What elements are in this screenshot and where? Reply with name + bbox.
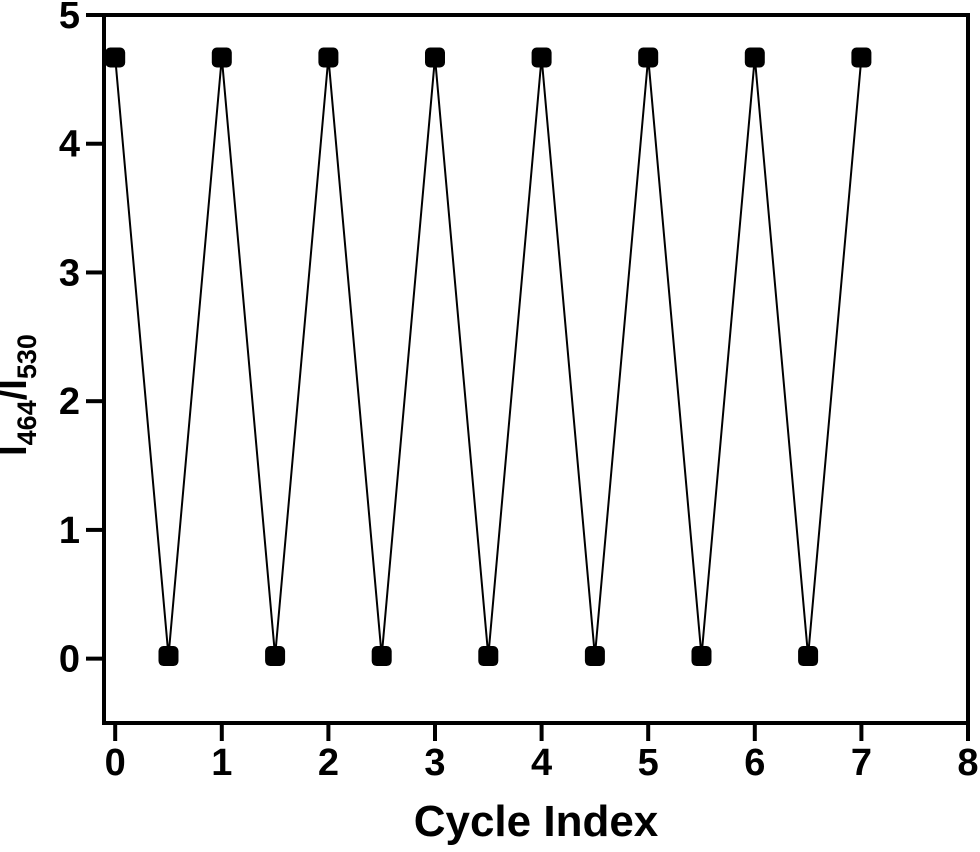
y-tick-label: 0 [59,639,80,681]
x-tick-label: 3 [424,742,445,784]
x-tick-label: 1 [211,742,232,784]
data-point-marker [744,47,765,68]
data-point-marker [265,646,286,667]
data-point-marker [211,47,232,68]
y-tick-label: 5 [59,0,80,37]
y-tick-label: 3 [59,252,80,294]
data-point-marker [691,646,712,667]
y-axis-title-sub1: 464 [12,400,42,445]
x-axis-ticks: 0 1 2 3 4 5 6 7 8 [105,725,979,784]
data-point-marker [371,646,392,667]
x-tick-label: 6 [744,742,765,784]
data-point-marker [584,646,605,667]
data-point-marker [531,47,552,68]
y-tick-label: 4 [59,124,80,166]
x-tick-label: 7 [851,742,872,784]
x-tick-label: 5 [638,742,659,784]
data-point-marker [105,47,126,68]
data-point-marker [798,646,819,667]
data-point-marker [424,47,445,68]
data-point-marker [158,646,179,667]
data-point-marker [851,47,872,68]
x-tick-label: 0 [105,742,126,784]
y-tick-label: 2 [59,381,80,423]
y-axis-title-symbol2: I [0,379,35,390]
y-axis-title-divider: / [0,389,35,400]
data-point-marker [478,646,499,667]
y-axis-ticks: 0 1 2 3 4 5 [59,0,102,681]
y-tick-label: 1 [59,510,80,552]
y-axis-title-sub2: 530 [12,334,42,379]
data-series-markers [105,47,872,667]
plot-frame [102,13,970,725]
x-tick-label: 2 [318,742,339,784]
data-point-marker [318,47,339,68]
x-tick-label: 8 [957,742,978,784]
y-axis-title: I464/I530 [0,334,42,456]
x-axis-title: Cycle Index [414,797,659,846]
x-tick-label: 4 [531,742,552,784]
data-series-line [114,57,863,657]
data-point-marker [638,47,659,68]
y-axis-title-symbol1: I [0,445,35,456]
